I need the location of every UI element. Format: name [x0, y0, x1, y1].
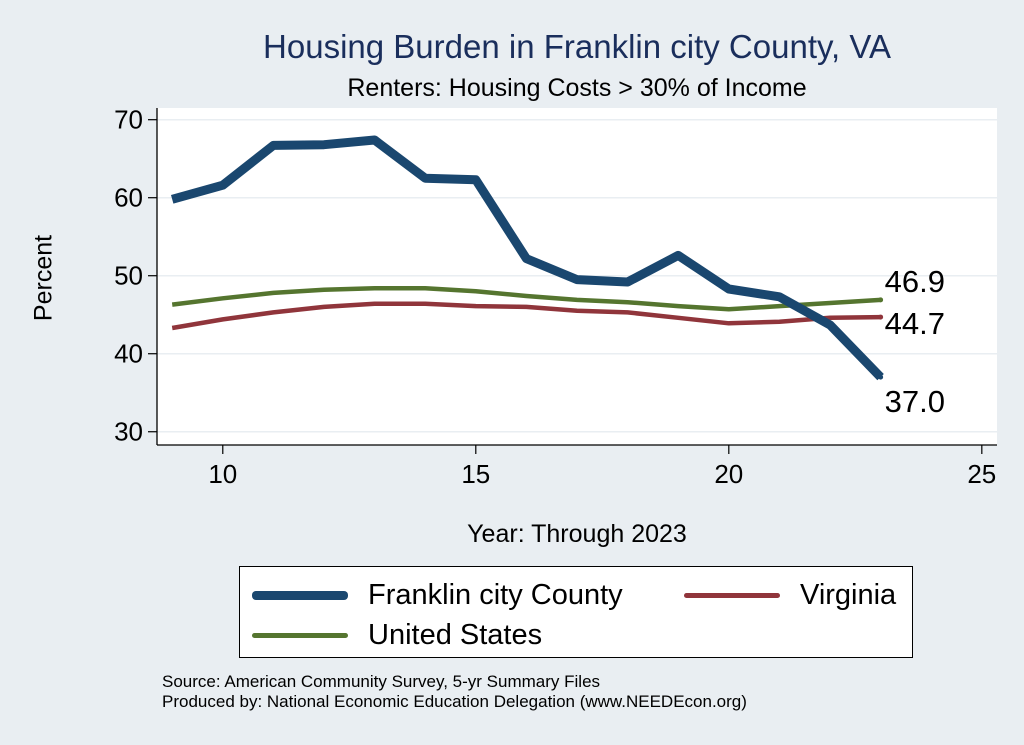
chart-subtitle: Renters: Housing Costs > 30% of Income	[347, 74, 807, 102]
x-axis-label: Year: Through 2023	[467, 520, 687, 548]
y-tick-label-60: 60	[114, 183, 143, 213]
y-tick-label-70: 70	[114, 105, 143, 135]
legend-label-united-states: United States	[368, 619, 543, 651]
chart-footer: Source: American Community Survey, 5-yr …	[162, 672, 747, 712]
legend-item-virginia: Virginia	[684, 579, 896, 612]
legend-label-virginia: Virginia	[800, 579, 897, 611]
chart-title: Housing Burden in Franklin city County, …	[263, 28, 891, 65]
series-line-franklin-city-county	[170, 135, 884, 381]
series-line-united-states	[171, 285, 881, 312]
legend-label-franklin: Franklin city County	[368, 579, 623, 611]
end-label-virginia: 44.7	[885, 306, 945, 341]
x-tick-label-10: 10	[208, 459, 237, 489]
source-note: Source: American Community Survey, 5-yr …	[162, 672, 601, 691]
legend-item-franklin: Franklin city County	[252, 579, 623, 612]
series-end-marker-franklin-city-county	[878, 374, 884, 380]
series-end-marker-virginia	[878, 314, 884, 320]
end-label-united-states: 46.9	[885, 264, 945, 299]
y-tick-label-40: 40	[114, 339, 143, 369]
series-end-marker-united-states	[878, 297, 884, 303]
end-label-franklin-city-county: 37.0	[885, 384, 945, 419]
x-tick-label-20: 20	[714, 459, 743, 489]
legend-swatch-franklin	[252, 591, 348, 600]
series-line-virginia	[171, 301, 881, 331]
legend-swatch-united-states	[252, 633, 348, 638]
legend-swatch-virginia	[684, 593, 780, 598]
legend: Franklin city County Virginia United Sta…	[239, 566, 913, 658]
x-tick-label-15: 15	[461, 459, 490, 489]
produced-by-note: Produced by: National Economic Education…	[162, 692, 747, 711]
x-tick-label-25: 25	[967, 459, 996, 489]
legend-item-united-states: United States	[252, 619, 542, 652]
y-tick-label-50: 50	[114, 261, 143, 291]
y-tick-label-30: 30	[114, 417, 143, 447]
